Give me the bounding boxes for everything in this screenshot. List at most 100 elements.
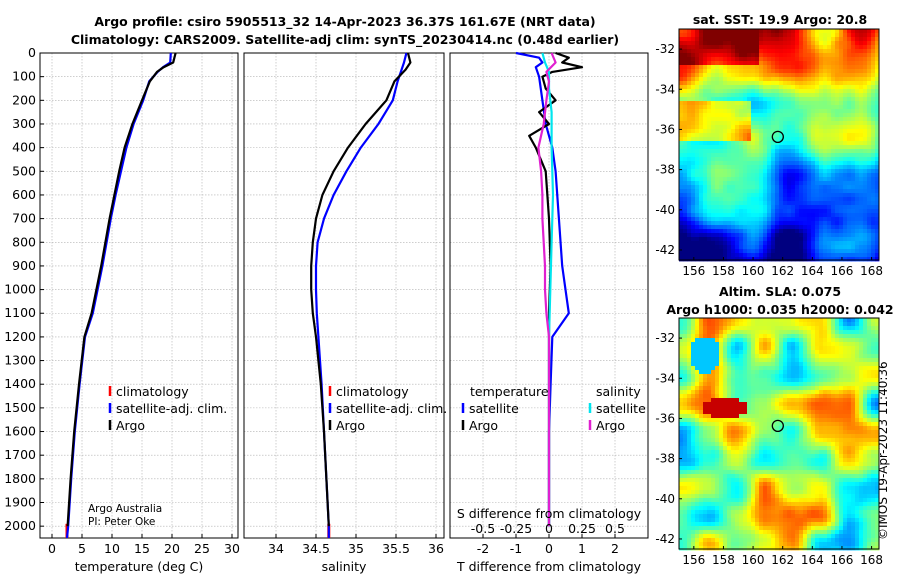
map-cell	[743, 181, 748, 186]
map-cell	[679, 193, 684, 198]
map-cell	[811, 129, 816, 134]
map-cell	[867, 346, 872, 351]
map-cell	[871, 402, 876, 407]
map-cell	[727, 153, 732, 158]
map-cell	[819, 57, 824, 62]
map-cell	[815, 249, 820, 254]
map-cell	[783, 330, 788, 335]
map-cell	[755, 137, 760, 142]
map-cell	[735, 201, 740, 206]
map-cell	[779, 69, 784, 74]
map-cell	[755, 342, 760, 347]
map-cell	[843, 29, 848, 34]
map-cell	[795, 362, 800, 367]
map-cell	[859, 229, 864, 234]
map-cell	[711, 157, 716, 162]
map-cell	[751, 65, 756, 70]
map-cell	[727, 382, 732, 387]
map-cell	[819, 33, 824, 38]
map-cell	[787, 241, 792, 246]
map-cell	[751, 326, 756, 331]
map-cell	[831, 370, 836, 375]
map-cell	[831, 402, 836, 407]
map-cell	[695, 81, 700, 86]
map-cell	[795, 85, 800, 90]
map-cell	[759, 165, 764, 170]
map-cell	[875, 430, 880, 435]
map-cell	[859, 149, 864, 154]
map-cell	[715, 133, 720, 138]
map-cell	[871, 374, 876, 379]
map-cell	[691, 418, 696, 423]
map-cell	[751, 225, 756, 230]
map-cell	[747, 442, 752, 447]
map-cell	[695, 173, 700, 178]
map-cell	[863, 326, 868, 331]
map-cell	[747, 249, 752, 254]
map-cell	[787, 181, 792, 186]
map-cell	[715, 318, 720, 323]
map-cell	[807, 249, 812, 254]
map-cell	[835, 326, 840, 331]
map-cell	[851, 442, 856, 447]
map-cell	[867, 406, 872, 411]
map-cell	[811, 382, 816, 387]
map-cell	[751, 322, 756, 327]
map-cell	[771, 65, 776, 70]
map-cell	[727, 193, 732, 198]
map-cell	[847, 338, 852, 343]
map-cell	[763, 133, 768, 138]
map-cell	[811, 49, 816, 54]
map-cell	[735, 370, 740, 375]
map-cell	[763, 318, 768, 323]
map-cell	[823, 153, 828, 158]
map-cell	[807, 117, 812, 122]
map-cell	[795, 153, 800, 158]
map-cell	[723, 137, 728, 142]
map-cell	[847, 133, 852, 138]
map-cell	[867, 418, 872, 423]
map-cell	[787, 326, 792, 331]
map-cell	[831, 382, 836, 387]
x-tick-label: 20	[164, 541, 180, 556]
map-cell	[747, 430, 752, 435]
map-cell	[875, 414, 880, 419]
map-cell	[771, 326, 776, 331]
map-cell	[699, 334, 704, 339]
y-tick-label: 300	[12, 116, 36, 131]
map-cell	[835, 141, 840, 146]
map-cell	[763, 149, 768, 154]
map-cell	[819, 69, 824, 74]
map-cell	[859, 338, 864, 343]
map-cell	[867, 438, 872, 443]
map-cell	[719, 29, 724, 34]
map-cell	[839, 229, 844, 234]
map-cell	[795, 65, 800, 70]
map-cell	[787, 406, 792, 411]
map-cell	[807, 454, 812, 459]
map-cell	[739, 342, 744, 347]
map-cell	[835, 193, 840, 198]
map-cell	[835, 418, 840, 423]
map-cell	[819, 133, 824, 138]
map-cell	[795, 109, 800, 114]
map-cell	[691, 350, 696, 355]
map-cell	[711, 410, 716, 415]
map-cell	[867, 442, 872, 447]
map-cell	[783, 221, 788, 226]
map-cell	[855, 253, 860, 258]
map-cell	[699, 318, 704, 323]
map-cell	[775, 73, 780, 78]
map-cell	[827, 209, 832, 214]
map-cell	[847, 358, 852, 363]
map-cell	[831, 233, 836, 238]
map-cell	[875, 438, 880, 443]
map-cell	[803, 157, 808, 162]
map-cell	[875, 426, 880, 431]
map-cell	[847, 245, 852, 250]
map-cell	[735, 165, 740, 170]
map-cell	[855, 430, 860, 435]
map-cell	[867, 61, 872, 66]
map-cell	[871, 57, 876, 62]
map-cell	[799, 97, 804, 102]
